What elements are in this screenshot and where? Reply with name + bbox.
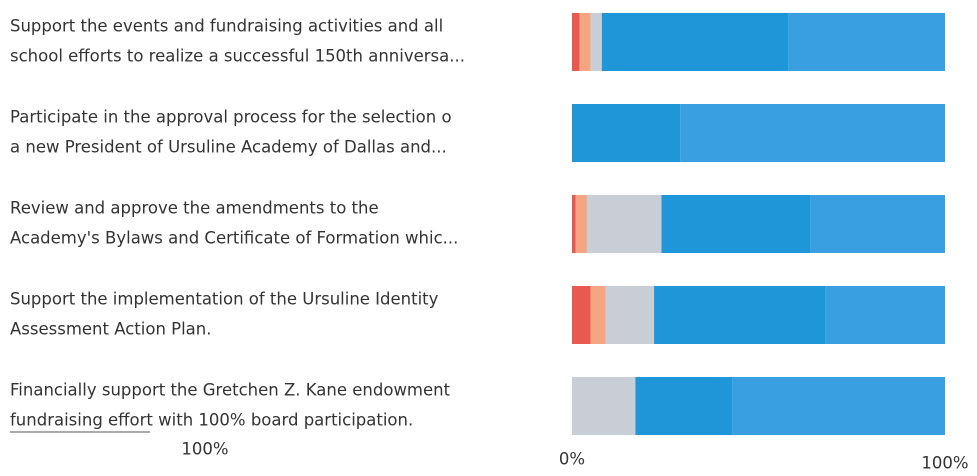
bar-segment — [590, 13, 602, 71]
category-label: fundraising effort with 100% board parti… — [10, 411, 413, 430]
bar-segment — [654, 286, 826, 344]
bar-segment — [590, 286, 606, 344]
x-tick-label: 100% — [921, 454, 968, 473]
category-label: school efforts to realize a successful 1… — [10, 47, 465, 66]
category-label: Academy's Bylaws and Certificate of Form… — [10, 229, 458, 248]
category-label: a new President of Ursuline Academy of D… — [10, 138, 447, 157]
bar-segment — [810, 195, 945, 253]
bar-segment — [586, 195, 662, 253]
bar-segment — [680, 104, 945, 162]
bar-segment — [635, 377, 733, 435]
bar-segment — [825, 286, 945, 344]
x-tick-label: 0% — [559, 450, 585, 469]
bar-segment — [579, 13, 591, 71]
category-label: Participate in the approval process for … — [10, 108, 452, 127]
bar-segment — [572, 286, 591, 344]
category-label: Assessment Action Plan. — [10, 320, 212, 339]
category-label: Support the events and fundraising activ… — [10, 17, 443, 36]
category-label: Financially support the Gretchen Z. Kane… — [10, 381, 451, 400]
bar-segment — [572, 195, 576, 253]
bar-segment — [572, 377, 636, 435]
bar-segment — [572, 13, 580, 71]
bar-segment — [601, 13, 789, 71]
bar-segment — [788, 13, 945, 71]
category-label: Support the implementation of the Ursuli… — [10, 290, 439, 309]
bar-segment — [572, 104, 681, 162]
category-label: Review and approve the amendments to the — [10, 199, 379, 218]
bar-segment — [575, 195, 587, 253]
bar-segment — [605, 286, 655, 344]
bar-segment — [732, 377, 945, 435]
bar-segment — [661, 195, 811, 253]
side-label: 100% — [181, 440, 228, 459]
